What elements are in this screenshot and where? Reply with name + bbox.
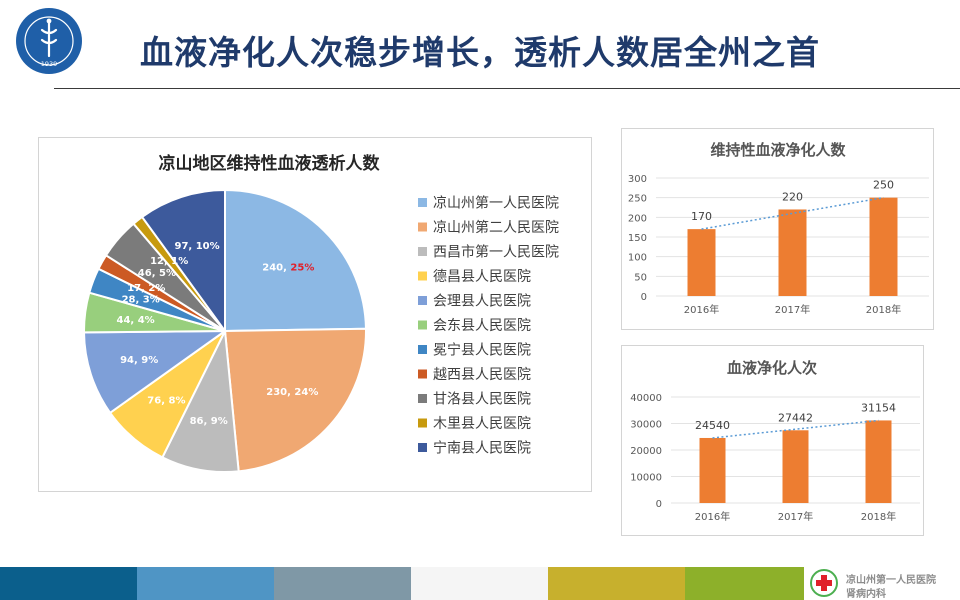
footer-brand-name: 凉山州第一人民医院 (846, 575, 936, 586)
logo-year: 1939 (41, 60, 58, 68)
bar-data-label: 250 (873, 179, 894, 192)
legend-swatch (418, 320, 427, 330)
y-tick-label: 300 (628, 174, 647, 185)
x-tick-label: 2018年 (861, 510, 896, 523)
y-tick-label: 40000 (630, 393, 662, 404)
legend-label: 越西县人民医院 (433, 367, 531, 383)
bar (699, 437, 726, 503)
bar-chart-patients-title: 维持性血液净化人数 (710, 141, 846, 159)
legend-label: 会东县人民医院 (433, 318, 531, 334)
title-divider (54, 88, 960, 89)
y-tick-label: 20000 (630, 446, 662, 457)
y-tick-label: 0 (656, 499, 662, 510)
bar (782, 430, 809, 503)
legend-label: 凉山州第二人民医院 (433, 219, 559, 236)
legend-label: 甘洛县人民医院 (433, 392, 531, 408)
pie-chart-title: 凉山地区维持性血液透析人数 (159, 153, 381, 174)
pie-data-label: 97, 10% (175, 241, 220, 252)
bar (869, 197, 898, 296)
pie-data-label: 94, 9% (120, 355, 158, 366)
footer-brand-dept: 肾病内科 (846, 589, 886, 600)
legend-label: 德昌县人民医院 (433, 269, 531, 285)
bar-data-label: 170 (691, 210, 712, 223)
pie-data-label: 12, 1% (150, 256, 188, 267)
bar-data-label: 24540 (695, 419, 730, 432)
bar-chart-patients-panel: 维持性血液净化人数 0 50 100 150 200 250 300 170 2016年 220 2… (621, 128, 934, 330)
legend-swatch (418, 394, 427, 403)
legend-swatch (418, 443, 427, 452)
pie-data-label: 86, 9% (190, 416, 228, 427)
footer-band-segment (411, 567, 548, 600)
pie-slice (223, 327, 367, 473)
y-tick-label: 30000 (630, 420, 662, 431)
footer-color-band (0, 567, 960, 600)
trend-line (712, 419, 879, 439)
pie-chart-panel: 凉山地区维持性血液透析人数 240, 25% 230, 24% 86, 9% 76, … (38, 137, 592, 492)
legend-swatch (418, 198, 427, 207)
x-tick-label: 2017年 (775, 303, 810, 316)
y-tick-label: 250 (628, 194, 647, 205)
bar-chart-sessions-title: 血液净化人次 (727, 359, 817, 377)
y-tick-label: 0 (641, 292, 647, 303)
legend-label: 冕宁县人民医院 (433, 342, 531, 359)
footer-band-segment (0, 567, 137, 600)
pie-data-label: 28, 3% (122, 295, 160, 306)
y-tick-label: 10000 (630, 473, 662, 484)
y-tick-label: 200 (628, 213, 647, 224)
page-title: 血液净化人次稳步增长，透析人数居全州之首 (140, 33, 820, 72)
pie-slice (83, 329, 229, 415)
bar (865, 420, 892, 503)
footer-band-segment (274, 567, 411, 600)
y-tick-label: 50 (634, 272, 647, 283)
bar-chart-sessions-panel: 血液净化人次 0 10000 20000 30000 40000 24540 2016年 27… (621, 345, 924, 536)
pie-data-label: 240, 25% (262, 263, 314, 274)
pie-data-label: 230, 24% (266, 387, 318, 398)
legend-swatch (418, 345, 427, 354)
pie-data-label: 17, 2% (127, 283, 165, 294)
pie-data-label: 44, 4% (117, 315, 155, 326)
legend-label: 凉山州第一人民医院 (433, 195, 559, 212)
bar-chart-sessions: 血液净化人次 0 10000 20000 30000 40000 24540 2016年 27… (630, 359, 920, 523)
hospital-cross-logo-icon (810, 569, 838, 597)
pie-chart: 凉山地区维持性血液透析人数 240, 25% 230, 24% 86, 9% 76, … (83, 153, 559, 473)
bar (687, 229, 716, 296)
footer-brand: 凉山州第一人民医院 肾病内科 (804, 567, 960, 600)
pie-legend: 凉山州第一人民医院凉山州第二人民医院西昌市第一人民医院德昌县人民医院会理县人民医… (418, 195, 559, 457)
legend-swatch (418, 247, 427, 256)
hospital-emblem-icon: 1939 (16, 8, 82, 74)
legend-label: 西昌市第一人民医院 (433, 244, 559, 261)
x-tick-label: 2018年 (866, 303, 901, 316)
bar-chart-patients: 维持性血液净化人数 0 50 100 150 200 250 300 170 2016年 220 2… (628, 141, 929, 316)
bar-data-label: 27442 (778, 411, 813, 424)
x-tick-label: 2016年 (684, 303, 719, 316)
footer-band-segment (137, 567, 274, 600)
legend-swatch (418, 418, 427, 428)
y-tick-label: 150 (628, 233, 647, 244)
pie-slice (140, 188, 226, 335)
footer-band-segment (548, 567, 685, 600)
legend-label: 宁南县人民医院 (433, 440, 531, 457)
legend-label: 会理县人民医院 (433, 294, 531, 310)
legend-swatch (418, 369, 427, 379)
trend-line (701, 196, 884, 230)
legend-swatch (418, 296, 427, 305)
legend-swatch (418, 271, 427, 281)
x-tick-label: 2017年 (778, 510, 813, 523)
bar (778, 209, 807, 296)
bar-data-label: 220 (782, 190, 803, 203)
legend-swatch (418, 222, 427, 232)
pie-data-label: 76, 8% (147, 396, 185, 407)
footer-band-segment (685, 567, 822, 600)
pie-data-label: 46, 5% (138, 268, 176, 279)
x-tick-label: 2016年 (695, 510, 730, 523)
pie-slice (224, 188, 367, 333)
y-tick-label: 100 (628, 253, 647, 264)
bar-data-label: 31154 (861, 401, 896, 414)
legend-label: 木里县人民医院 (433, 416, 531, 432)
